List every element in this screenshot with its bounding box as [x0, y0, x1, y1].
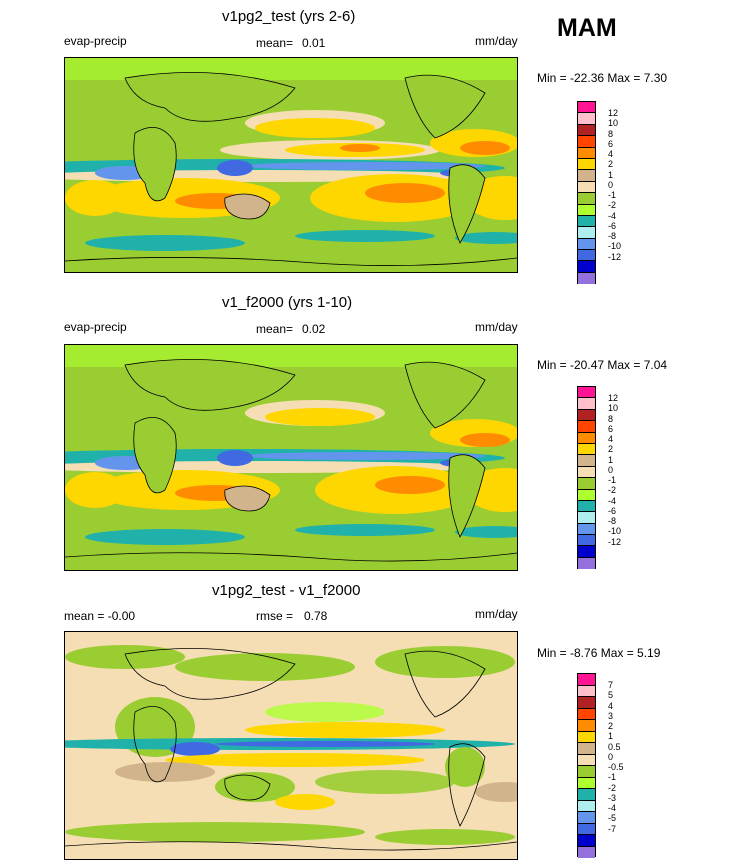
- panel3-rmse-value: 0.78: [304, 609, 328, 623]
- cb-tick: -1: [608, 772, 617, 783]
- panel2-mean-label: mean=: [256, 322, 294, 336]
- cb-tick: -1: [608, 190, 617, 200]
- cb-tick: -1: [608, 475, 617, 485]
- cb-tick: -4: [608, 495, 617, 506]
- cb-tick: 4: [608, 149, 614, 159]
- cb-tick: 1: [608, 169, 614, 180]
- cb-tick: 6: [608, 423, 614, 434]
- cb-tick: 12: [608, 108, 619, 118]
- cb-tick: -4: [608, 210, 617, 221]
- cb-tick: -2: [608, 782, 617, 793]
- panel2-map: [64, 344, 518, 571]
- cb-tick: -8: [608, 516, 617, 526]
- season-label: MAM: [557, 14, 617, 42]
- cb-tick: -4: [608, 803, 617, 813]
- cb-tick: 12: [608, 393, 619, 403]
- cb-tick: 8: [608, 128, 614, 139]
- cb-tick: 6: [608, 138, 614, 149]
- panel2-units: mm/day: [475, 320, 518, 334]
- cb-tick: -2: [608, 200, 617, 211]
- cb-tick: -3: [608, 792, 617, 803]
- cb-tick: -0.5: [608, 762, 624, 772]
- panel1-title: v1pg2_test (yrs 2-6): [222, 8, 356, 25]
- cb-tick: 7: [608, 680, 614, 690]
- cb-tick: -6: [608, 505, 617, 516]
- panel1-map: [64, 57, 518, 273]
- panel1-minmax: Min = -22.36 Max = 7.30: [537, 71, 668, 85]
- panel1-mean-value: 0.01: [302, 36, 326, 50]
- cb-tick: 0.5: [608, 741, 621, 752]
- cb-tick: -2: [608, 485, 617, 496]
- panel3-title: v1pg2_test - v1_f2000: [212, 582, 361, 599]
- cb-tick: 2: [608, 159, 614, 170]
- cb-tick: 4: [608, 434, 614, 444]
- panel3-units: mm/day: [475, 607, 518, 621]
- cb-tick: 2: [608, 721, 614, 731]
- cb-tick: 8: [608, 413, 614, 424]
- panel3-colorbar: [577, 673, 596, 858]
- panel2-mean-value: 0.02: [302, 322, 326, 336]
- cb-tick: -10: [608, 241, 622, 252]
- cb-tick: 1: [608, 454, 614, 465]
- panel1-variable: evap-precip: [64, 34, 127, 48]
- panel1-mean-label: mean=: [256, 36, 294, 50]
- cb-tick: -5: [608, 813, 617, 824]
- cb-tick: 4: [608, 700, 614, 711]
- cb-tick: -12: [608, 251, 622, 262]
- cb-tick: 1: [608, 731, 614, 742]
- cb-tick: 0: [608, 751, 614, 762]
- cb-tick: 10: [608, 403, 619, 414]
- panel2-title: v1_f2000 (yrs 1-10): [222, 294, 353, 311]
- panel1-colorbar-labels: 12 10 8 6 4 2 1 0 -1 -2 -4 -6 -8 -10 -12: [608, 108, 621, 262]
- cb-tick: 0: [608, 179, 614, 190]
- cb-tick: -6: [608, 220, 617, 231]
- cb-tick: -7: [608, 823, 617, 834]
- cb-tick: 5: [608, 690, 614, 701]
- panel1-units: mm/day: [475, 34, 518, 48]
- cb-tick: -8: [608, 231, 617, 241]
- cb-tick: -10: [608, 526, 622, 537]
- cb-tick: 2: [608, 444, 614, 455]
- panel3-minmax: Min = -8.76 Max = 5.19: [537, 646, 661, 660]
- cb-tick: 10: [608, 118, 619, 129]
- panel3-colorbar-labels: 7 5 4 3 2 1 0.5 0 -0.5 -1 -2 -3 -4 -5 -7: [608, 680, 624, 834]
- panel3-map: [64, 631, 518, 860]
- panel1-colorbar: [577, 101, 596, 285]
- cb-tick: 3: [608, 710, 614, 721]
- cb-tick: -12: [608, 536, 622, 547]
- panel2-minmax: Min = -20.47 Max = 7.04: [537, 358, 668, 372]
- panel3-mean: mean = -0.00: [64, 609, 136, 623]
- panel2-variable: evap-precip: [64, 320, 127, 334]
- cb-tick: 0: [608, 464, 614, 475]
- panel3-rmse-label: rmse =: [256, 609, 294, 623]
- panel2-colorbar: [577, 386, 596, 570]
- panel2-colorbar-labels: 12 10 8 6 4 2 1 0 -1 -2 -4 -6 -8 -10 -12: [608, 393, 621, 547]
